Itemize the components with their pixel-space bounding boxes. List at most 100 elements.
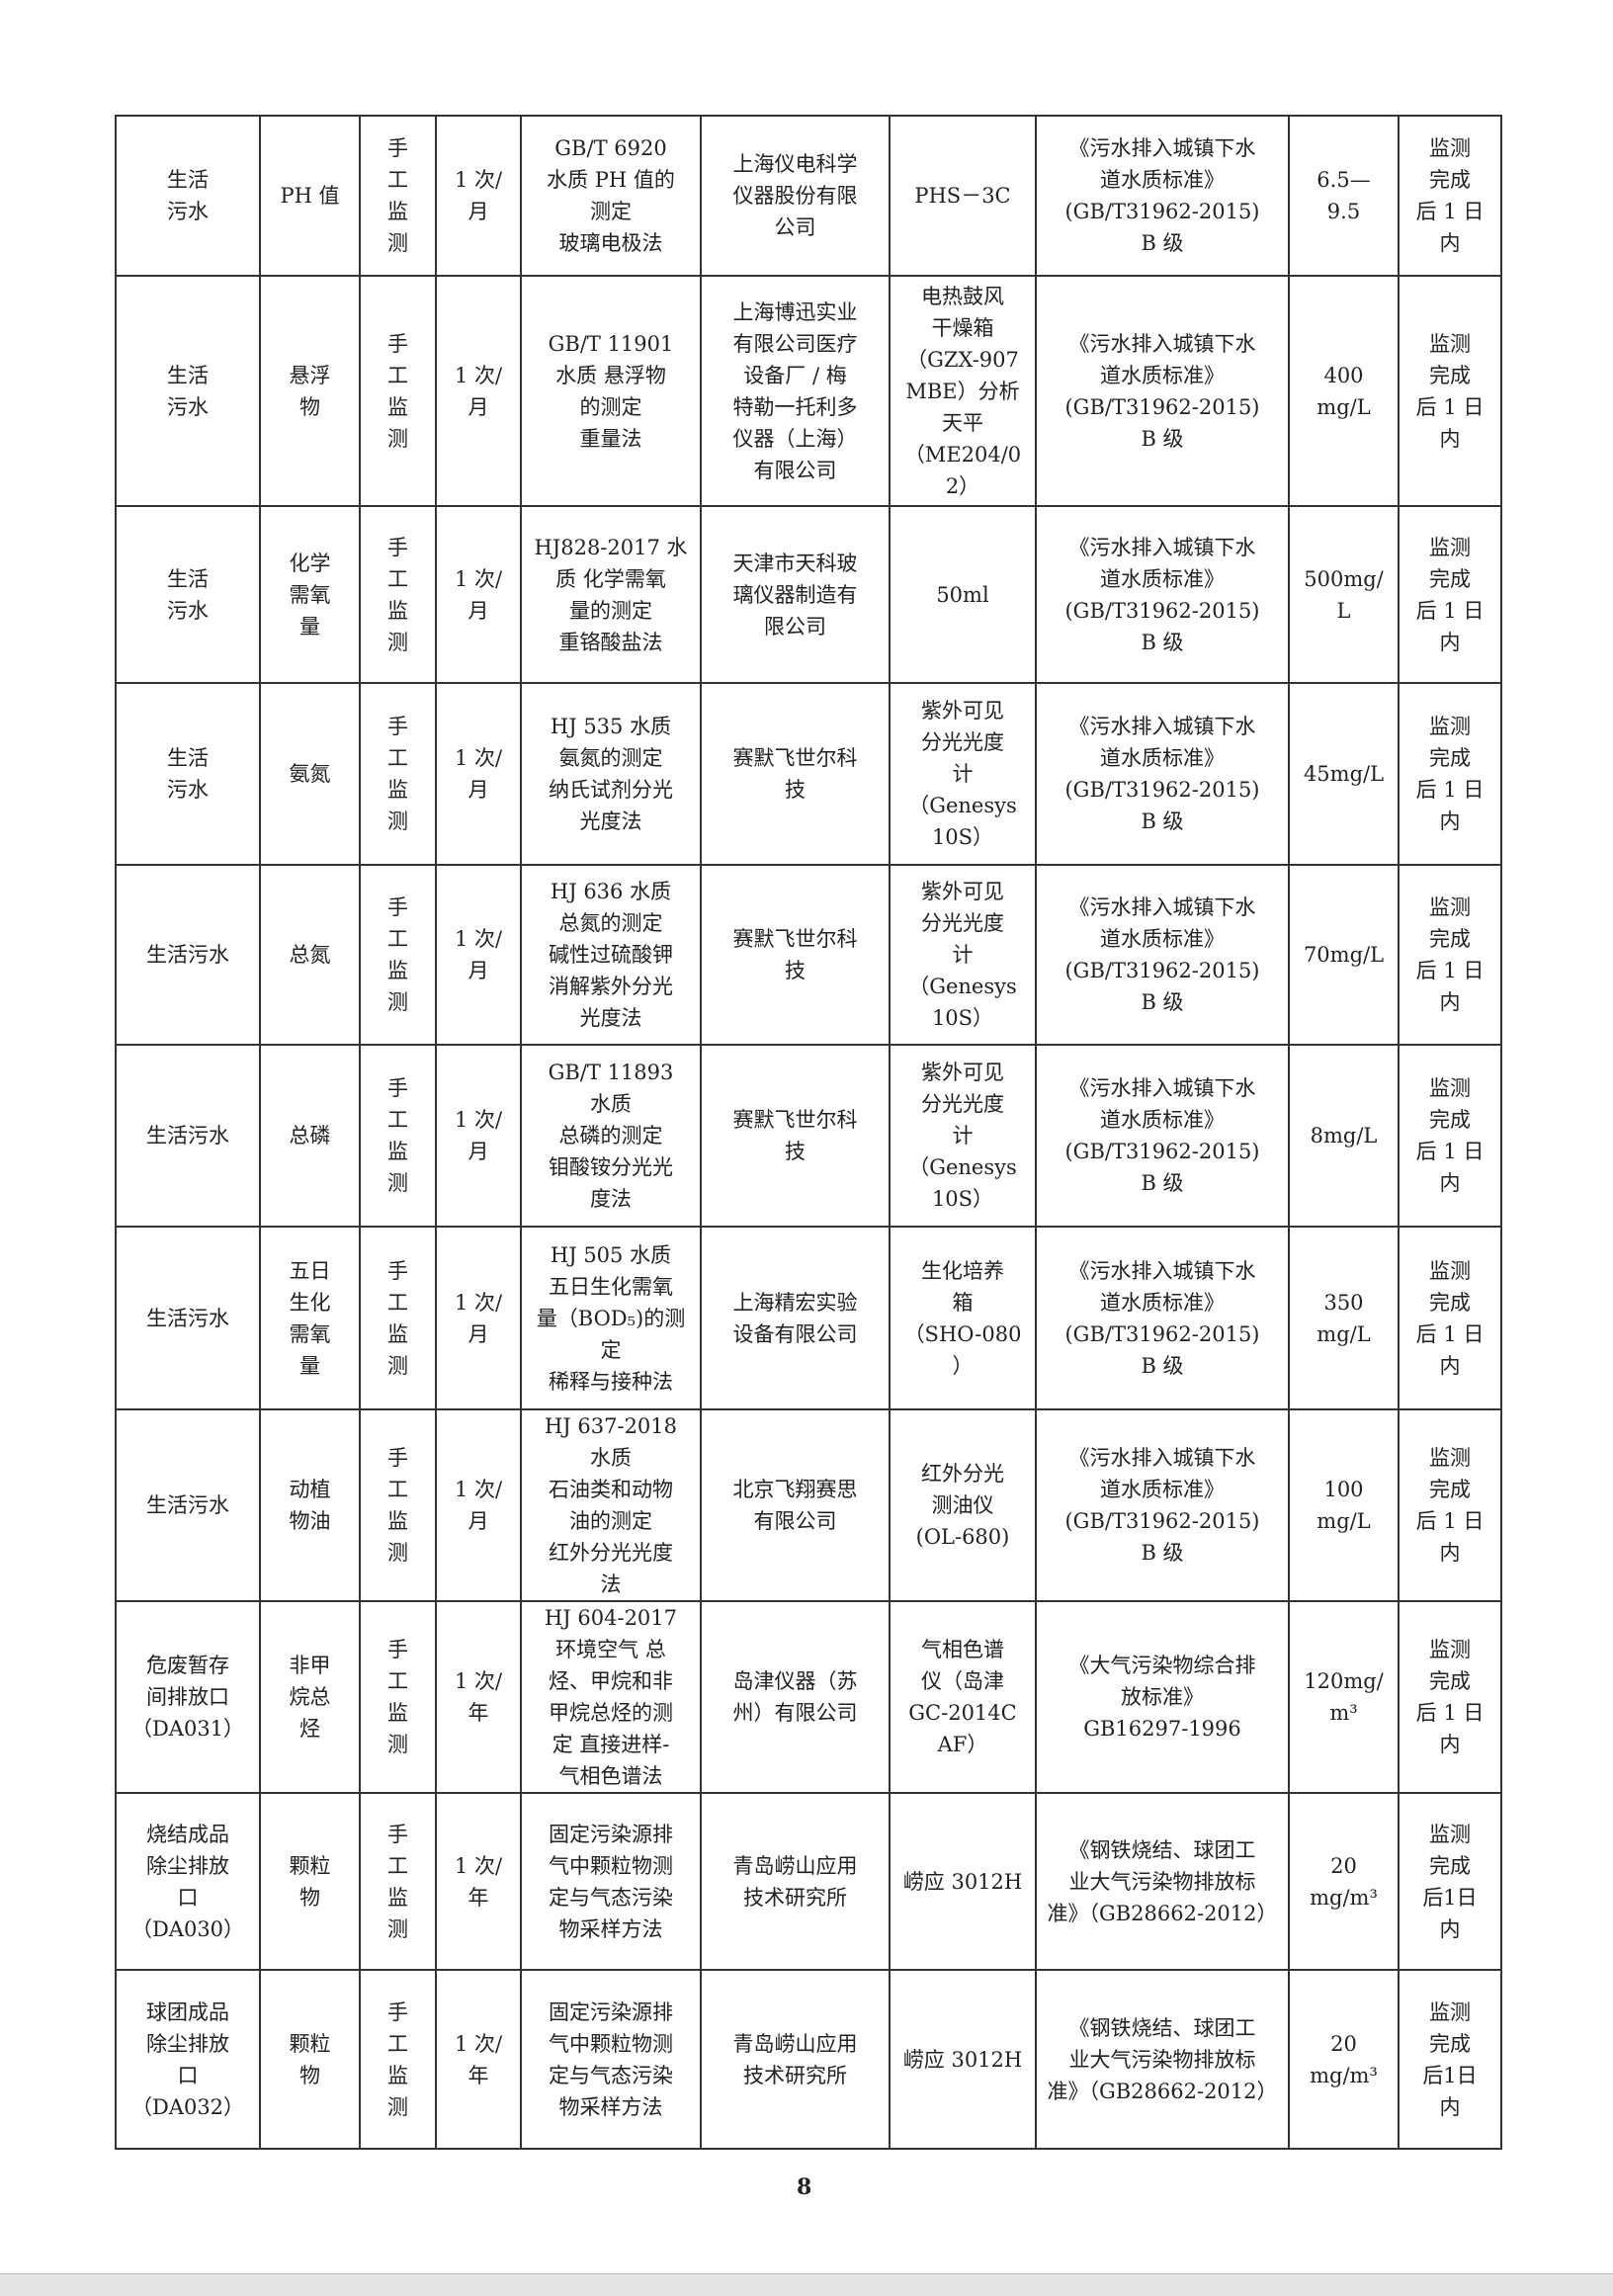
monitoring-mode-cell: 手 工 监 测 (359, 505, 437, 684)
monitoring-mode-cell: 手 工 监 测 (359, 275, 437, 507)
instrument-model-cell: 生化培养 箱 （SHO-080 ） (889, 1226, 1037, 1410)
pollutant-cell: 化学 需氧 量 (259, 505, 361, 684)
monitoring-point-cell: 球团成品 除尘排放 口 （DA032） (115, 1969, 261, 2150)
test-method-cell: 固定污染源排 气中颗粒物测 定与气态污染 物采样方法 (520, 1969, 702, 2150)
monitoring-mode-cell: 手 工 监 测 (359, 1600, 437, 1794)
instrument-maker-cell: 上海精宏实验 设备有限公司 (700, 1226, 891, 1410)
pollutant-cell: 动植 物油 (259, 1408, 361, 1602)
pollutant-cell: 非甲 烷总 烃 (259, 1600, 361, 1794)
instrument-maker-cell: 天津市天科玻 璃仪器制造有 限公司 (700, 505, 891, 684)
emission-standard-cell: 《污水排入城镇下水 道水质标准》 (GB/T31962-2015) B 级 (1035, 505, 1290, 684)
test-method-cell: 固定污染源排 气中颗粒物测 定与气态污染 物采样方法 (520, 1792, 702, 1971)
emission-standard-cell: 《污水排入城镇下水 道水质标准》 (GB/T31962-2015) B 级 (1035, 682, 1290, 866)
frequency-cell: 1 次/ 月 (435, 505, 522, 684)
instrument-model-cell: 气相色谱 仪（岛津 GC-2014C AF） (889, 1600, 1037, 1794)
limit-value-cell: 20 mg/m³ (1288, 1969, 1400, 2150)
emission-standard-cell: 《钢铁烧结、球团工 业大气污染物排放标 准》（GB28662-2012） (1035, 1969, 1290, 2150)
pollutant-cell: PH 值 (259, 115, 361, 277)
emission-standard-cell: 《污水排入城镇下水 道水质标准》 (GB/T31962-2015) B 级 (1035, 1408, 1290, 1602)
pollutant-cell: 总氮 (259, 864, 361, 1046)
report-time-cell: 监测 完成 后1日 内 (1398, 1969, 1502, 2150)
instrument-maker-cell: 赛默飞世尔科 技 (700, 682, 891, 866)
report-time-cell: 监测 完成 后 1 日 内 (1398, 1408, 1502, 1602)
emission-standard-cell: 《污水排入城镇下水 道水质标准》 (GB/T31962-2015) B 级 (1035, 864, 1290, 1046)
report-time-cell: 监测 完成 后 1 日 内 (1398, 505, 1502, 684)
monitoring-point-cell: 生活污水 (115, 1044, 261, 1228)
report-time-cell: 监测 完成 后 1 日 内 (1398, 275, 1502, 507)
instrument-maker-cell: 青岛崂山应用 技术研究所 (700, 1969, 891, 2150)
monitoring-mode-cell: 手 工 监 测 (359, 1044, 437, 1228)
test-method-cell: GB/T 11901 水质 悬浮物 的测定 重量法 (520, 275, 702, 507)
limit-value-cell: 500mg/ L (1288, 505, 1400, 684)
monitoring-mode-cell: 手 工 监 测 (359, 115, 437, 277)
instrument-model-cell: PHS－3C (889, 115, 1037, 277)
scan-edge (0, 2273, 1613, 2296)
emission-standard-cell: 《污水排入城镇下水 道水质标准》 (GB/T31962-2015) B 级 (1035, 275, 1290, 507)
frequency-cell: 1 次/ 月 (435, 275, 522, 507)
emission-standard-cell: 《污水排入城镇下水 道水质标准》 (GB/T31962-2015) B 级 (1035, 1044, 1290, 1228)
instrument-model-cell: 紫外可见 分光光度 计 （Genesys 10S） (889, 682, 1037, 866)
instrument-maker-cell: 北京飞翔赛思 有限公司 (700, 1408, 891, 1602)
instrument-model-cell: 紫外可见 分光光度 计 （Genesys 10S） (889, 1044, 1037, 1228)
monitoring-point-cell: 生活污水 (115, 1408, 261, 1602)
frequency-cell: 1 次/ 月 (435, 864, 522, 1046)
monitoring-point-cell: 烧结成品 除尘排放 口 （DA030） (115, 1792, 261, 1971)
pollutant-cell: 颗粒 物 (259, 1792, 361, 1971)
frequency-cell: 1 次/ 月 (435, 1226, 522, 1410)
monitoring-point-cell: 生活污水 (115, 864, 261, 1046)
frequency-cell: 1 次/ 年 (435, 1600, 522, 1794)
monitoring-point-cell: 生活 污水 (115, 682, 261, 866)
monitoring-point-cell: 生活污水 (115, 1226, 261, 1410)
test-method-cell: HJ 636 水质 总氮的测定 碱性过硫酸钾 消解紫外分光 光度法 (520, 864, 702, 1046)
test-method-cell: HJ 505 水质 五日生化需氧 量（BOD₅)的测 定 稀释与接种法 (520, 1226, 702, 1410)
instrument-maker-cell: 岛津仪器（苏 州）有限公司 (700, 1600, 891, 1794)
instrument-model-cell: 紫外可见 分光光度 计 （Genesys 10S） (889, 864, 1037, 1046)
pollutant-cell: 氨氮 (259, 682, 361, 866)
frequency-cell: 1 次/ 月 (435, 115, 522, 277)
instrument-maker-cell: 上海博迅实业 有限公司医疗 设备厂 / 梅 特勒一托利多 仪器（上海） 有限公司 (700, 275, 891, 507)
limit-value-cell: 120mg/ m³ (1288, 1600, 1400, 1794)
emission-standard-cell: 《钢铁烧结、球团工 业大气污染物排放标 准》（GB28662-2012） (1035, 1792, 1290, 1971)
test-method-cell: GB/T 11893 水质 总磷的测定 钼酸铵分光光 度法 (520, 1044, 702, 1228)
pollutant-cell: 五日 生化 需氧 量 (259, 1226, 361, 1410)
limit-value-cell: 45mg/L (1288, 682, 1400, 866)
report-time-cell: 监测 完成 后 1 日 内 (1398, 1600, 1502, 1794)
limit-value-cell: 100 mg/L (1288, 1408, 1400, 1602)
limit-value-cell: 8mg/L (1288, 1044, 1400, 1228)
report-time-cell: 监测 完成 后1日 内 (1398, 1792, 1502, 1971)
frequency-cell: 1 次/ 年 (435, 1969, 522, 2150)
limit-value-cell: 70mg/L (1288, 864, 1400, 1046)
monitoring-point-cell: 生活 污水 (115, 275, 261, 507)
limit-value-cell: 400 mg/L (1288, 275, 1400, 507)
test-method-cell: HJ 604-2017 环境空气 总 烃、甲烷和非 甲烷总烃的测 定 直接进样-… (520, 1600, 702, 1794)
test-method-cell: HJ828-2017 水 质 化学需氧 量的测定 重铬酸盐法 (520, 505, 702, 684)
report-time-cell: 监测 完成 后 1 日 内 (1398, 682, 1502, 866)
emission-standard-cell: 《污水排入城镇下水 道水质标准》 (GB/T31962-2015) B 级 (1035, 115, 1290, 277)
instrument-maker-cell: 上海仪电科学 仪器股份有限 公司 (700, 115, 891, 277)
frequency-cell: 1 次/ 年 (435, 1792, 522, 1971)
report-time-cell: 监测 完成 后 1 日 内 (1398, 115, 1502, 277)
monitoring-mode-cell: 手 工 监 测 (359, 864, 437, 1046)
instrument-maker-cell: 赛默飞世尔科 技 (700, 1044, 891, 1228)
frequency-cell: 1 次/ 月 (435, 682, 522, 866)
monitoring-mode-cell: 手 工 监 测 (359, 1969, 437, 2150)
emission-standard-cell: 《大气污染物综合排 放标准》 GB16297-1996 (1035, 1600, 1290, 1794)
frequency-cell: 1 次/ 月 (435, 1044, 522, 1228)
report-time-cell: 监测 完成 后 1 日 内 (1398, 1044, 1502, 1228)
monitoring-mode-cell: 手 工 监 测 (359, 1408, 437, 1602)
report-time-cell: 监测 完成 后 1 日 内 (1398, 864, 1502, 1046)
test-method-cell: HJ 637-2018 水质 石油类和动物 油的测定 红外分光光度 法 (520, 1408, 702, 1602)
instrument-maker-cell: 赛默飞世尔科 技 (700, 864, 891, 1046)
monitoring-point-cell: 危废暂存 间排放口 （DA031） (115, 1600, 261, 1794)
instrument-model-cell: 崂应 3012H (889, 1792, 1037, 1971)
instrument-model-cell: 崂应 3012H (889, 1969, 1037, 2150)
